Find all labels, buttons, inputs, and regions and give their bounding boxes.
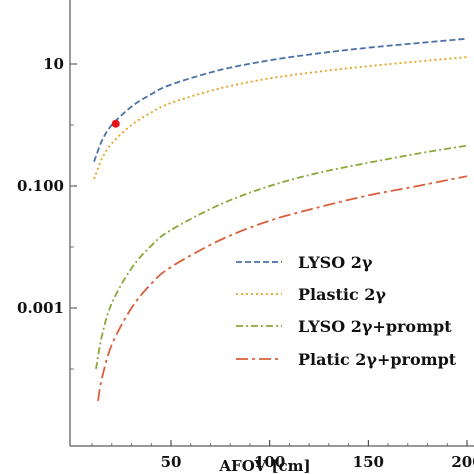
series-line-3 <box>97 175 468 402</box>
plot-axes <box>69 0 474 447</box>
series-line-1 <box>93 56 468 180</box>
legend-label: LYSO 2γ+prompt <box>298 317 452 336</box>
x-tick-label: 150 <box>353 453 384 471</box>
legend-label: Platic 2γ+prompt <box>298 350 457 369</box>
annotation-layer <box>111 119 120 128</box>
y-tick-label: 0.001 <box>17 299 64 317</box>
tick-labels: 50 100 150 200 10 0.100 0.001 <box>17 55 474 471</box>
x-axis-title: AFOV [cm] <box>218 457 310 474</box>
x-tick-label: 200 <box>451 453 474 471</box>
legend-label: LYSO 2γ <box>298 253 373 272</box>
series-layer <box>93 37 468 402</box>
series-line-0 <box>93 37 468 163</box>
series-line-2 <box>95 144 468 370</box>
highlight-point <box>111 119 120 128</box>
y-tick-label: 10 <box>43 55 64 73</box>
legend-label: Plastic 2γ <box>298 285 386 304</box>
legend: LYSO 2γ Plastic 2γ LYSO 2γ+prompt Platic 2γ… <box>236 253 457 369</box>
x-tick-label: 50 <box>161 453 182 471</box>
x-tick-label: 100 <box>254 453 285 471</box>
y-tick-label: 0.100 <box>17 177 64 195</box>
